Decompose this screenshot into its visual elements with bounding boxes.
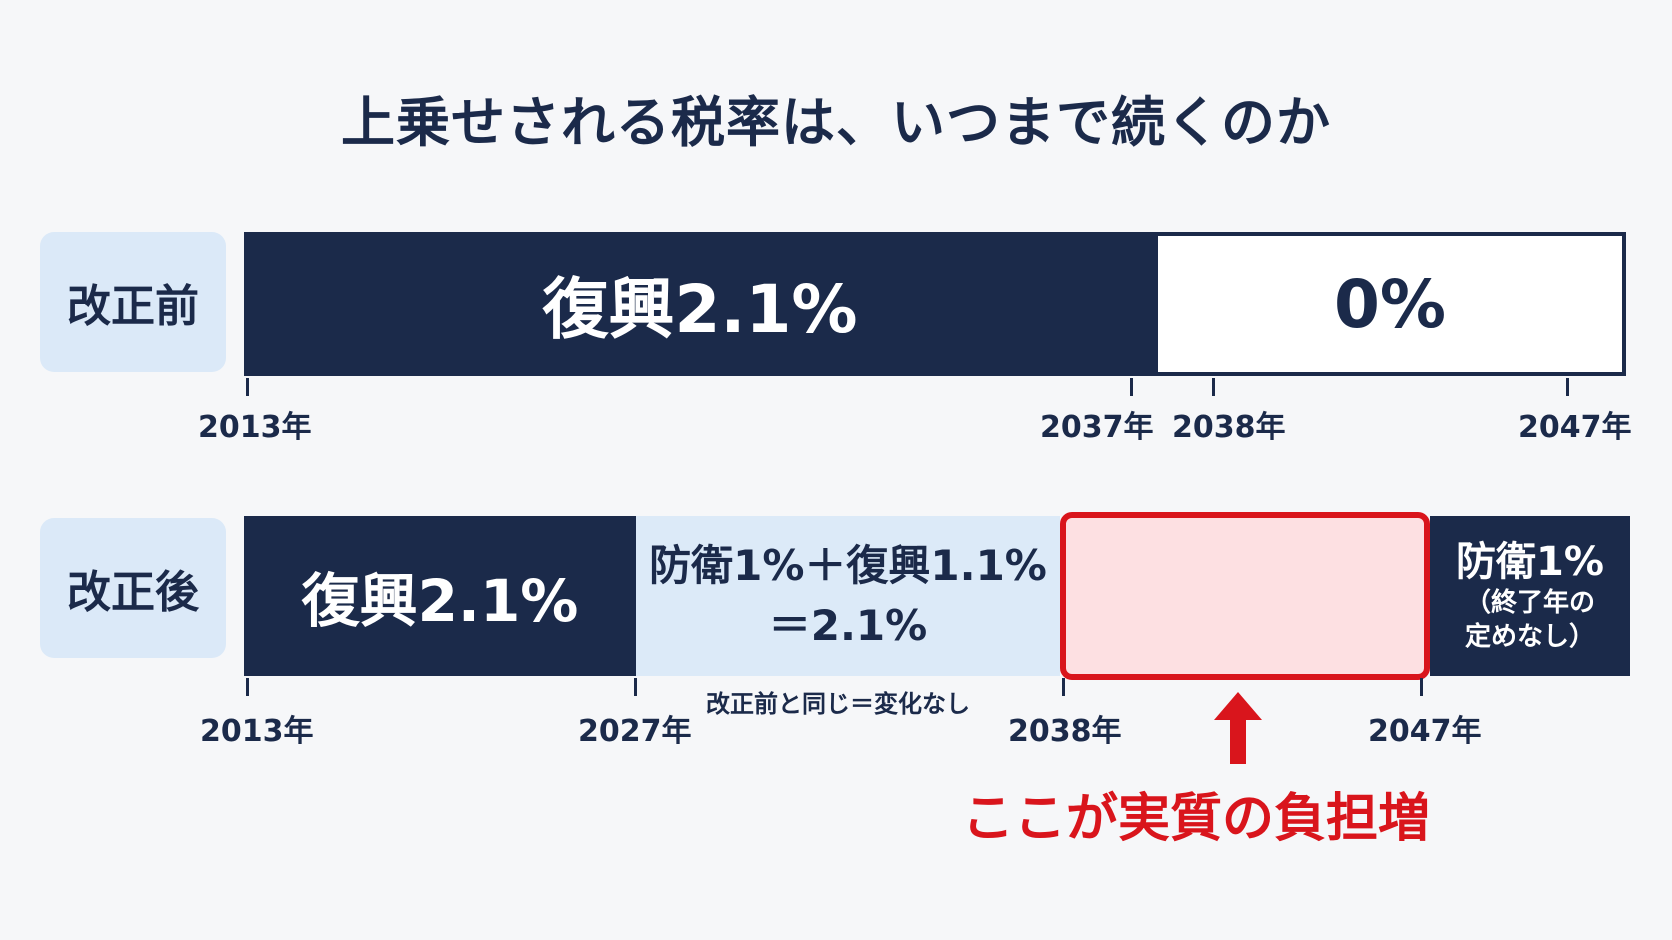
page-title: 上乗せされる税率は、いつまで続くのか <box>341 91 1331 154</box>
tick-2037-before <box>1130 378 1133 396</box>
segment-line: 防衛1%＋復興1.1% <box>649 541 1047 590</box>
segment-line: ＝2.1% <box>768 601 928 650</box>
segment-after-reconstruction: 復興2.1% <box>244 516 636 676</box>
segment-label: 復興2.1% <box>301 567 579 635</box>
segment-line: 防衛1% <box>1456 539 1604 585</box>
highlight-burden-increase-box <box>1060 512 1430 680</box>
segment-label: 0% <box>1333 265 1447 343</box>
segment-label: 復興2.1% <box>542 271 858 348</box>
segment-line: （終了年の <box>1464 588 1595 618</box>
tick-2047-after <box>1420 678 1423 696</box>
segment-after-defense-plus-reconstruction: 防衛1%＋復興1.1% ＝2.1% <box>636 516 1060 676</box>
tick-2047-before <box>1566 378 1569 396</box>
year-label: 2027年 <box>578 714 692 749</box>
year-label: 2038年 <box>1172 410 1286 445</box>
year-label: 2038年 <box>1008 714 1122 749</box>
year-label: 2047年 <box>1368 714 1482 749</box>
tick-2013-after <box>246 678 249 696</box>
segment-line: 定めなし） <box>1464 622 1595 652</box>
segment-after-defense: 防衛1% （終了年の 定めなし） <box>1430 516 1630 676</box>
tick-2027-after <box>634 678 637 696</box>
tick-2038-before <box>1212 378 1215 396</box>
tick-2038-after <box>1062 678 1065 696</box>
tick-2013-before <box>246 378 249 396</box>
up-arrow-icon <box>1214 692 1262 764</box>
year-label: 2037年 <box>1040 410 1154 445</box>
burden-increase-callout: ここが実質の負担増 <box>962 789 1431 849</box>
row-label-before: 改正前 <box>40 232 226 372</box>
segment-before-reconstruction: 復興2.1% <box>244 232 1156 376</box>
year-label: 2013年 <box>200 714 314 749</box>
no-change-note: 改正前と同じ＝変化なし <box>706 690 970 718</box>
segment-before-zero: 0% <box>1154 232 1626 376</box>
year-label: 2013年 <box>198 410 312 445</box>
row-label-after: 改正後 <box>40 518 226 658</box>
year-label: 2047年 <box>1518 410 1632 445</box>
